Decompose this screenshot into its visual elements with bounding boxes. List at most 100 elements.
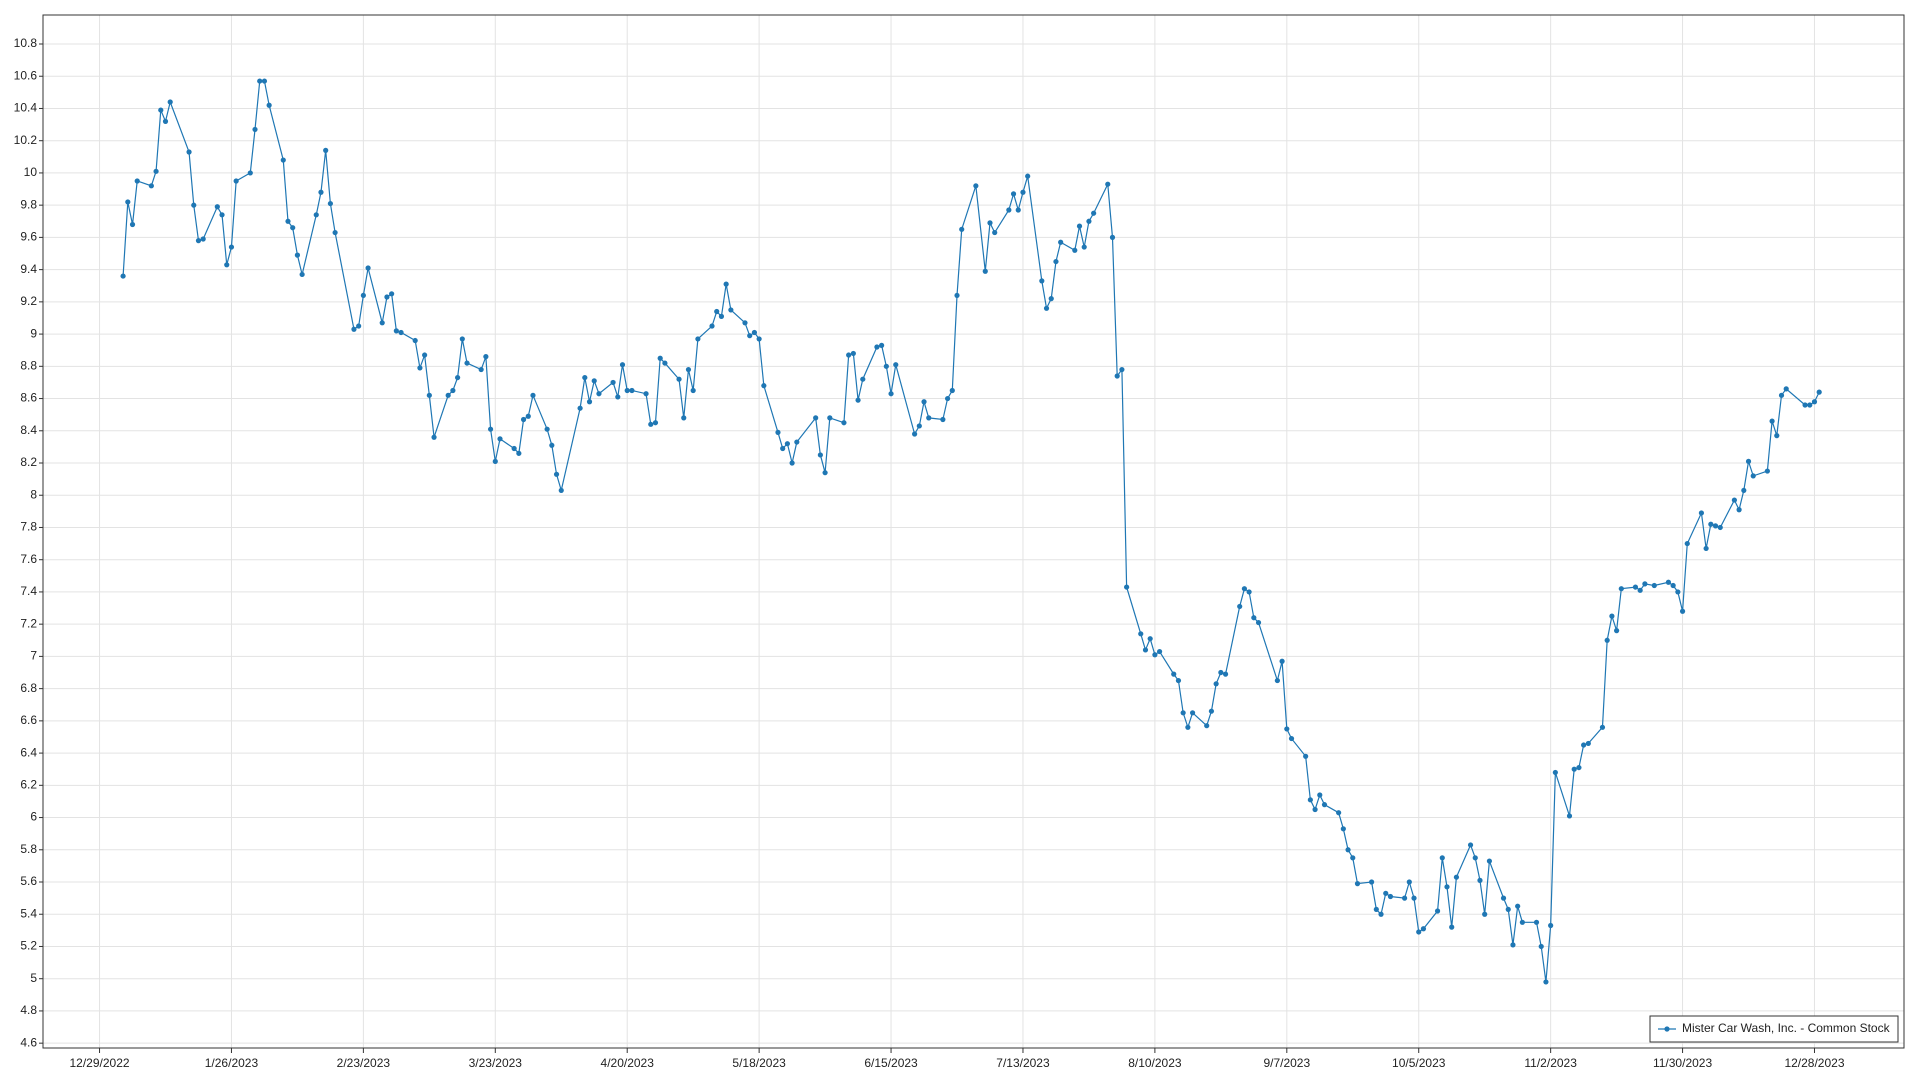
data-point	[360, 292, 366, 299]
data-point	[1750, 473, 1756, 479]
data-point	[558, 487, 564, 494]
data-point	[384, 294, 390, 300]
data-point	[652, 420, 659, 426]
data-point	[525, 413, 531, 419]
y-tick-label: 7.8	[20, 520, 37, 534]
plot-frame	[42, 14, 1905, 1049]
data-point	[191, 202, 197, 208]
data-point	[685, 366, 692, 373]
data-point	[1416, 929, 1422, 935]
data-point	[1566, 813, 1573, 819]
data-point	[1651, 582, 1657, 589]
data-point	[1383, 890, 1389, 896]
x-tick-label: 1/26/2023	[205, 1056, 259, 1070]
data-point	[1081, 244, 1087, 250]
data-point	[318, 189, 324, 195]
data-point	[1816, 389, 1822, 395]
y-tick-label: 6.2	[20, 777, 37, 791]
data-point	[1039, 278, 1045, 284]
data-point	[257, 78, 263, 84]
x-tick-label: 3/23/2023	[469, 1056, 523, 1070]
data-point	[553, 471, 560, 477]
data-point	[761, 383, 767, 389]
data-point	[1769, 418, 1775, 424]
data-point	[1354, 881, 1361, 887]
data-point	[1251, 615, 1257, 621]
data-point	[487, 426, 494, 432]
data-point	[1505, 906, 1511, 913]
data-point	[860, 376, 866, 382]
data-point	[1312, 806, 1318, 813]
data-point	[1321, 802, 1328, 808]
data-point	[718, 313, 725, 319]
data-point	[1274, 677, 1280, 684]
data-point	[1811, 399, 1818, 405]
data-point	[728, 307, 734, 313]
data-point	[1288, 735, 1295, 742]
data-point	[1543, 979, 1549, 985]
data-point	[1317, 792, 1323, 798]
data-point	[1774, 433, 1780, 439]
data-point	[582, 374, 588, 381]
data-point	[1015, 207, 1021, 213]
data-point	[822, 470, 828, 476]
data-point	[379, 320, 385, 326]
data-point	[290, 225, 296, 231]
data-point	[973, 183, 979, 189]
data-point	[1675, 589, 1681, 595]
y-tick-label: 10.6	[14, 68, 38, 82]
data-point	[351, 326, 357, 332]
data-point	[1548, 922, 1554, 929]
data-point	[747, 333, 753, 339]
y-tick-label: 6.6	[20, 713, 37, 727]
data-point	[148, 183, 154, 189]
data-point	[1538, 943, 1544, 950]
data-point	[445, 392, 451, 398]
data-point	[1472, 855, 1478, 861]
x-tick-label: 12/28/2023	[1784, 1056, 1844, 1070]
data-point	[1218, 669, 1224, 676]
y-tick-label: 5.8	[20, 842, 37, 856]
data-point	[1180, 710, 1186, 716]
data-point	[888, 391, 894, 397]
data-point	[619, 362, 626, 368]
y-tick-label: 7.2	[20, 616, 37, 630]
data-point	[492, 458, 498, 464]
y-tick-label: 5.4	[20, 906, 37, 920]
data-point	[1614, 628, 1620, 634]
data-point	[775, 429, 781, 435]
data-point	[459, 336, 465, 342]
data-point	[794, 439, 800, 445]
data-point	[1618, 586, 1624, 592]
data-point	[610, 379, 616, 386]
data-point	[855, 397, 861, 403]
data-point	[450, 387, 456, 394]
legend: Mister Car Wash, Inc. - Common Stock	[1649, 1015, 1899, 1043]
data-point	[1006, 207, 1012, 213]
data-point	[1585, 740, 1591, 747]
data-point	[879, 342, 885, 348]
data-point	[389, 291, 395, 297]
data-point	[676, 376, 682, 382]
data-point	[455, 374, 461, 381]
y-tick-label: 9.6	[20, 230, 37, 244]
data-point	[393, 328, 399, 334]
data-point	[285, 218, 291, 224]
data-point	[1152, 652, 1158, 658]
data-point	[511, 445, 517, 452]
y-tick-label: 6.4	[20, 745, 37, 759]
data-point	[1679, 608, 1686, 614]
y-tick-label: 7.4	[20, 584, 37, 598]
data-point	[1500, 895, 1507, 901]
data-point	[200, 236, 206, 242]
data-point	[992, 229, 998, 236]
data-point	[497, 436, 503, 442]
data-point	[530, 392, 536, 398]
data-point	[224, 262, 230, 268]
data-point	[332, 229, 338, 236]
x-tick-label: 9/7/2023	[1263, 1056, 1310, 1070]
data-point	[158, 107, 164, 113]
data-point	[1025, 173, 1031, 179]
data-point	[1453, 874, 1460, 880]
